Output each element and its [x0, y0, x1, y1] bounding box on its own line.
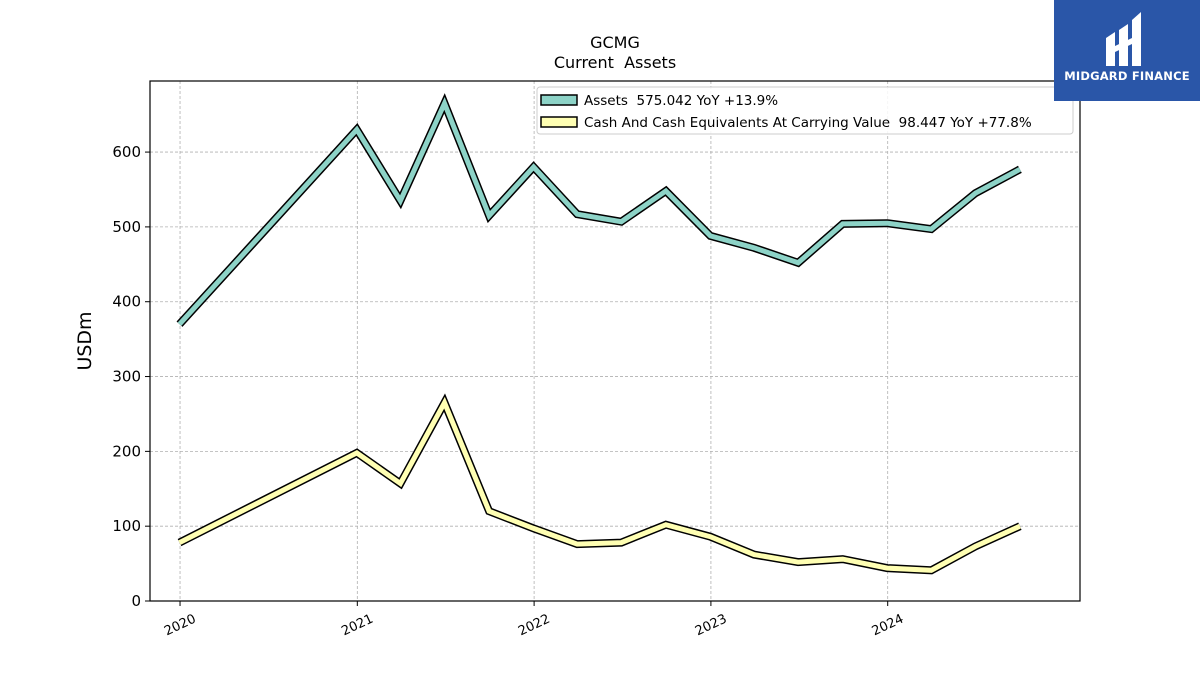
- x-tick-label: 2022: [516, 612, 552, 640]
- legend-swatch-assets: [540, 94, 578, 106]
- axis-ticks: 0 100 200 300 400 500 600 2020 2021 2022 2023 2024: [112, 143, 906, 639]
- legend-swatch-cash: [540, 116, 578, 128]
- series-line-1: [178, 396, 1021, 573]
- chart-subtitle: Current Assets: [554, 53, 676, 72]
- y-tick-label: 100: [112, 517, 141, 535]
- logo-mark-icon: [1106, 12, 1141, 66]
- y-tick-label: 200: [112, 442, 141, 460]
- x-tick-label: 2020: [162, 612, 198, 640]
- y-tick-label: 0: [131, 592, 141, 610]
- x-tick-label: 2024: [870, 612, 906, 640]
- x-tick-label: 2021: [339, 612, 375, 640]
- series-lines: [176, 93, 1022, 575]
- series-line-0: [177, 97, 1022, 326]
- y-axis-label: USDm: [74, 311, 96, 370]
- legend-label-assets: Assets 575.042 YoY +13.9%: [584, 93, 778, 109]
- plot-frame: [149, 80, 1081, 602]
- logo-text: MIDGARD FINANCE: [1064, 69, 1190, 83]
- legend-label-cash: Cash And Cash Equivalents At Carrying Va…: [584, 115, 1032, 131]
- chart-title: GCMG: [590, 33, 640, 52]
- midgard-finance-logo: MIDGARD FINANCE: [1054, 0, 1200, 101]
- y-tick-label: 500: [112, 218, 141, 236]
- series-outline-0: [176, 93, 1022, 327]
- legend-box: [536, 86, 1074, 135]
- x-tick-label: 2023: [693, 612, 729, 640]
- y-tick-label: 300: [112, 368, 141, 386]
- grid: [150, 81, 1080, 602]
- y-tick-label: 600: [112, 143, 141, 161]
- y-tick-label: 400: [112, 293, 141, 311]
- legend: Assets 575.042 YoY +13.9% Cash And Cash …: [536, 86, 1074, 135]
